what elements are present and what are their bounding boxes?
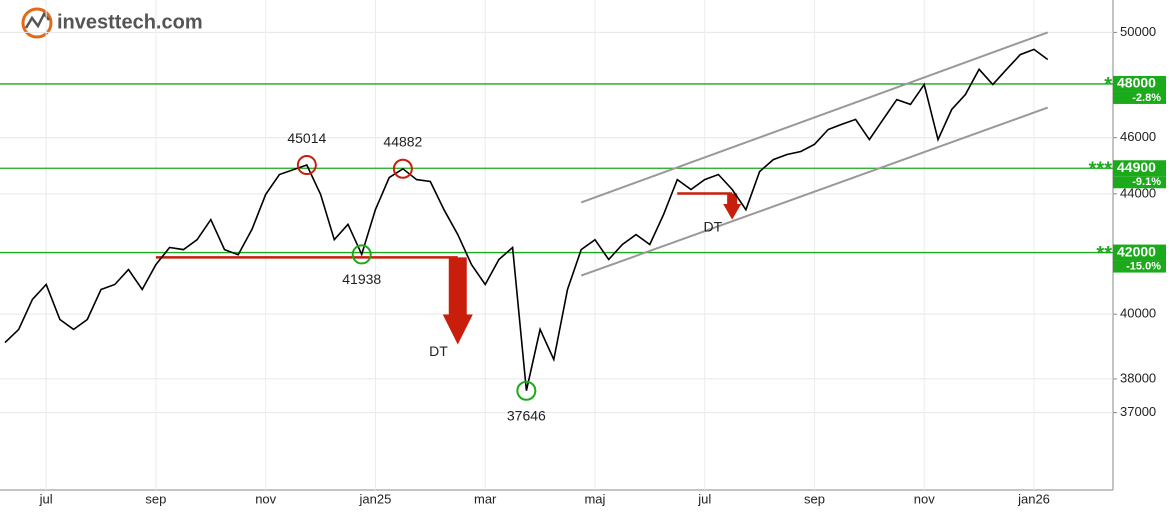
pattern-label: DT — [429, 343, 448, 359]
y-tick-label: 37000 — [1120, 404, 1156, 419]
level-change: -15.0% — [1126, 260, 1161, 272]
y-tick-label: 44000 — [1120, 185, 1156, 200]
annotation-circle — [392, 158, 413, 179]
level-box — [1113, 160, 1166, 177]
level-stars: * — [1104, 74, 1112, 96]
annotation-label: 44882 — [383, 133, 422, 149]
level-stars: ** — [1096, 243, 1112, 265]
annotation-label: 45014 — [287, 130, 326, 146]
annotation-circle — [516, 380, 537, 401]
logo: investtech.com — [21, 7, 203, 39]
level-box — [1113, 244, 1166, 261]
pattern-arrow — [442, 257, 473, 345]
level-change-box — [1113, 260, 1166, 273]
x-tick-label: mar — [474, 491, 497, 506]
level-change: -2.8% — [1132, 92, 1161, 104]
x-tick-label: nov — [914, 491, 935, 506]
pattern-label: DT — [703, 218, 722, 234]
y-tick-label: 46000 — [1120, 129, 1156, 144]
level-change: -9.1% — [1132, 176, 1161, 188]
y-tick-label: 50000 — [1120, 24, 1156, 39]
annotation-label: 37646 — [507, 407, 546, 423]
annotation-circle — [351, 244, 372, 265]
x-tick-label: jul — [697, 491, 711, 506]
level-value: 48000 — [1117, 75, 1156, 91]
level-box — [1113, 75, 1166, 92]
trend-line — [580, 31, 1049, 204]
trend-line — [580, 106, 1049, 277]
price-line — [4, 48, 1049, 391]
level-change-box — [1113, 91, 1166, 104]
x-tick-label: sep — [145, 491, 166, 506]
level-change-box — [1113, 176, 1166, 189]
y-tick-label: 40000 — [1120, 306, 1156, 321]
y-tick-label: 38000 — [1120, 370, 1156, 385]
annotation-label: 41938 — [342, 271, 381, 287]
annotation-circle — [296, 155, 317, 176]
x-tick-label: nov — [255, 491, 276, 506]
x-tick-label: jul — [39, 491, 53, 506]
level-value: 44900 — [1117, 159, 1156, 175]
logo-text: investtech.com — [57, 11, 203, 33]
x-tick-label: maj — [584, 491, 605, 506]
x-tick-label: sep — [804, 491, 825, 506]
x-tick-label: jan26 — [1017, 491, 1050, 506]
level-stars: *** — [1089, 159, 1113, 181]
level-value: 42000 — [1117, 243, 1156, 259]
x-tick-label: jan25 — [359, 491, 392, 506]
pattern-arrow — [723, 193, 742, 220]
